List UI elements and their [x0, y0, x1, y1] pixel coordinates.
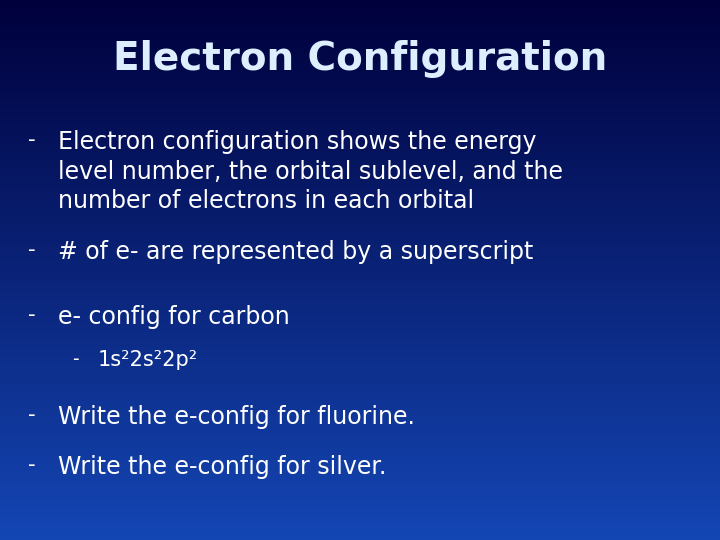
Text: # of e- are represented by a superscript: # of e- are represented by a superscript [58, 240, 534, 264]
Text: Write the e-config for fluorine.: Write the e-config for fluorine. [58, 405, 415, 429]
Text: -: - [28, 305, 35, 325]
Text: -: - [28, 405, 35, 425]
Text: -: - [28, 455, 35, 475]
Text: Electron configuration shows the energy
level number, the orbital sublevel, and : Electron configuration shows the energy … [58, 130, 563, 213]
Text: Electron Configuration: Electron Configuration [113, 40, 607, 78]
Text: e- config for carbon: e- config for carbon [58, 305, 289, 329]
Text: -: - [72, 350, 78, 369]
Text: -: - [28, 240, 35, 260]
Text: -: - [28, 130, 35, 150]
Text: Write the e-config for silver.: Write the e-config for silver. [58, 455, 387, 479]
Text: 1s²2s²2p²: 1s²2s²2p² [98, 350, 198, 370]
